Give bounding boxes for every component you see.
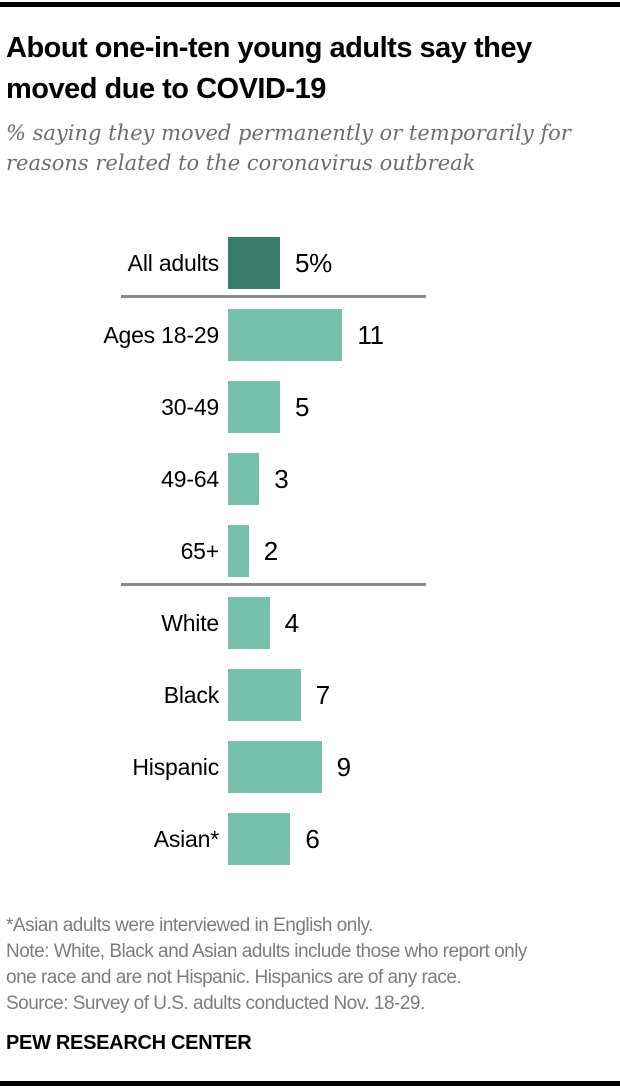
category-label: Ages 18-29 bbox=[103, 321, 219, 348]
value-label: 3 bbox=[274, 463, 289, 494]
category-label: 49-64 bbox=[161, 465, 219, 492]
page-title: About one-in-ten young adults say they m… bbox=[6, 28, 610, 110]
chart-subtitle-line-2: reasons related to the coronavirus outbr… bbox=[6, 151, 476, 175]
value-label: 4 bbox=[284, 607, 299, 638]
chart: All adults 5% Ages 18-29 11 30-49 5 49-64 3 65+ 2… bbox=[6, 227, 610, 875]
value-label: 11 bbox=[357, 319, 384, 350]
chart-card: About one-in-ten young adults say they m… bbox=[6, 28, 610, 1054]
bar bbox=[228, 669, 301, 721]
bar-row: 49-64 3 bbox=[6, 443, 610, 515]
bar bbox=[228, 309, 343, 361]
category-label: All adults bbox=[127, 249, 220, 276]
value-label: 2 bbox=[263, 535, 278, 566]
bar-row: Asian* 6 bbox=[6, 803, 610, 875]
chart-subtitle: % saying they moved permanently or tempo… bbox=[6, 118, 610, 178]
bar-row: 65+ 2 bbox=[6, 515, 610, 587]
source-note: Source: Survey of U.S. adults conducted … bbox=[6, 993, 425, 1014]
group-separator bbox=[121, 295, 426, 298]
value-label: 6 bbox=[305, 823, 320, 854]
category-label: Hispanic bbox=[132, 753, 219, 780]
value-label: 7 bbox=[315, 679, 330, 710]
bar bbox=[228, 741, 322, 793]
bar bbox=[228, 453, 260, 505]
category-label: White bbox=[161, 609, 219, 636]
bar-row: Black 7 bbox=[6, 659, 610, 731]
asterisk-note: *Asian adults were interviewed in Englis… bbox=[6, 915, 373, 936]
bar bbox=[228, 525, 249, 577]
value-label: 9 bbox=[336, 751, 351, 782]
bar bbox=[228, 597, 270, 649]
page-title-line-1: About one-in-ten young adults say they bbox=[6, 32, 532, 64]
bar-row: Hispanic 9 bbox=[6, 731, 610, 803]
bar-row: All adults 5% bbox=[6, 227, 610, 299]
chart-subtitle-line-1: % saying they moved permanently or tempo… bbox=[6, 121, 571, 145]
brand-wordmark: PEW RESEARCH CENTER bbox=[6, 1032, 252, 1054]
bar bbox=[228, 813, 291, 865]
note-line-1: Note: White, Black and Asian adults incl… bbox=[6, 941, 527, 962]
bar-row: White 4 bbox=[6, 587, 610, 659]
bar bbox=[228, 381, 280, 433]
category-label: 65+ bbox=[180, 537, 220, 564]
top-rule bbox=[0, 2, 620, 7]
footnotes: *Asian adults were interviewed in Englis… bbox=[6, 913, 610, 1017]
bar bbox=[228, 237, 280, 289]
bar-row: Ages 18-29 11 bbox=[6, 299, 610, 371]
bottom-rule bbox=[0, 1081, 620, 1086]
group-separator bbox=[121, 583, 426, 586]
category-label: Asian* bbox=[153, 825, 219, 852]
category-label: 30-49 bbox=[161, 393, 219, 420]
value-label: 5% bbox=[295, 247, 332, 278]
bar-row: 30-49 5 bbox=[6, 371, 610, 443]
page-title-line-2: moved due to COVID-19 bbox=[6, 73, 326, 105]
note-line-2: one race and are not Hispanic. Hispanics… bbox=[6, 967, 462, 988]
value-label: 5 bbox=[295, 391, 310, 422]
category-label: Black bbox=[163, 681, 219, 708]
